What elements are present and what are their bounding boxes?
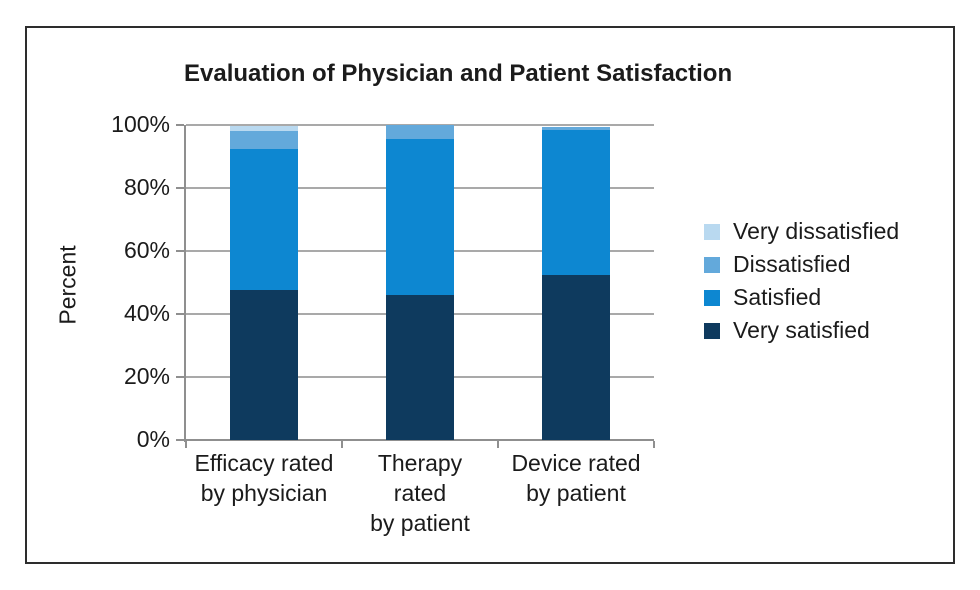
bar-segment-satisfied	[230, 148, 298, 291]
y-axis-tick	[176, 250, 184, 252]
legend-item-label: Very dissatisfied	[733, 218, 900, 244]
y-axis-tick-label: 80%	[123, 174, 170, 200]
legend-item: Very satisfied	[704, 314, 899, 347]
bar-segment-dissatisfied	[386, 125, 454, 140]
bar-segment-very-satisfied	[230, 290, 298, 440]
chart-title: Evaluation of Physician and Patient Sati…	[184, 60, 733, 87]
bar-segment-dissatisfied	[230, 131, 298, 149]
y-axis-tick	[176, 313, 184, 315]
y-axis-tick	[176, 124, 184, 126]
y-axis-tick	[176, 439, 184, 441]
x-axis-tick	[653, 441, 655, 448]
bar-segment-satisfied	[542, 129, 610, 275]
y-axis-tick	[176, 187, 184, 189]
bar-segment-very-dissatisfied	[230, 125, 298, 132]
legend-item: Satisfied	[704, 281, 899, 314]
y-axis-tick	[176, 376, 184, 378]
legend-item: Dissatisfied	[704, 248, 899, 281]
y-axis-tick-label: 100%	[111, 111, 170, 137]
legend-item-label: Very satisfied	[733, 317, 870, 343]
y-axis-tick-label: 60%	[123, 237, 170, 263]
legend: Very dissatisfied Dissatisfied Satisfied Ve…	[704, 215, 899, 347]
legend-swatch	[704, 223, 720, 240]
x-axis-category-label: by patient	[370, 510, 470, 536]
x-axis-category-label: by physician	[200, 480, 328, 506]
x-axis-tick	[185, 441, 187, 448]
legend-swatch	[704, 322, 720, 339]
bar-segment-very-satisfied	[386, 295, 454, 440]
x-axis-tick	[341, 441, 343, 448]
legend-swatch	[704, 256, 720, 273]
bar-segment-satisfied	[386, 139, 454, 296]
x-axis-category-label: Device rated	[511, 450, 641, 476]
x-axis-line	[186, 439, 654, 441]
legend-item-label: Dissatisfied	[733, 251, 851, 277]
y-axis-tick-label: 40%	[123, 300, 170, 326]
figure-border	[25, 26, 955, 564]
y-axis-tick-label: 0%	[136, 426, 170, 452]
bar-segment-dissatisfied	[542, 126, 610, 130]
legend-swatch	[704, 289, 720, 306]
legend-item: Very dissatisfied	[704, 215, 899, 248]
x-axis-category-label: Therapy	[377, 450, 463, 476]
bar-segment-very-satisfied	[542, 274, 610, 440]
y-axis-tick-label: 20%	[123, 363, 170, 389]
y-axis-line	[184, 125, 186, 442]
y-axis-label: Percent	[54, 245, 81, 325]
x-axis-category-label: Efficacy rated	[194, 450, 334, 476]
x-axis-category-label: by patient	[526, 480, 626, 506]
x-axis-category-label: rated	[393, 480, 447, 506]
x-axis-tick	[497, 441, 499, 448]
legend-item-label: Satisfied	[733, 284, 822, 310]
